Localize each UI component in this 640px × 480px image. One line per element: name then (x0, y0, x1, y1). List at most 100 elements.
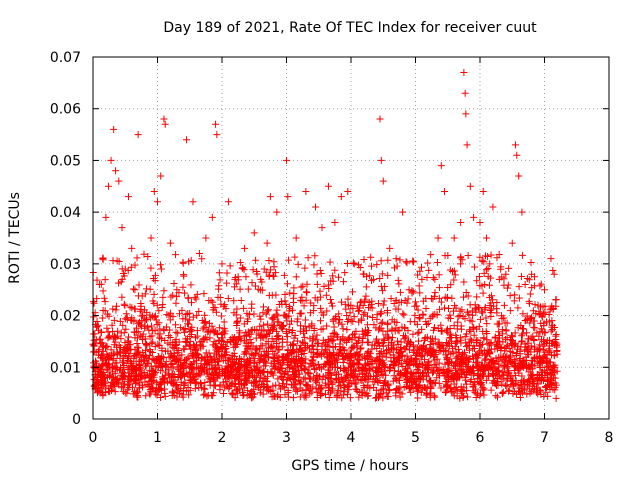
data-point (402, 258, 410, 266)
data-point (457, 260, 465, 268)
data-point (153, 391, 161, 399)
data-point (90, 313, 98, 321)
data-point (324, 182, 332, 190)
data-point (531, 301, 539, 309)
data-point (375, 338, 383, 346)
data-point (327, 277, 335, 285)
data-point (355, 350, 363, 358)
data-point (101, 379, 109, 387)
data-point (398, 352, 406, 360)
data-point (435, 379, 443, 387)
data-point (336, 340, 344, 348)
data-point (335, 349, 343, 357)
data-point (366, 272, 374, 280)
data-point (269, 323, 277, 331)
data-point (431, 289, 439, 297)
data-point (544, 378, 552, 386)
data-point (540, 367, 548, 375)
data-point (249, 351, 257, 359)
data-point (453, 360, 461, 368)
data-point (276, 385, 284, 393)
data-point (274, 312, 282, 320)
data-point (120, 372, 128, 380)
data-point (414, 394, 422, 402)
y-tick-label: 0.05 (50, 153, 81, 169)
data-point (231, 275, 239, 283)
data-point (161, 371, 169, 379)
data-point (399, 208, 407, 216)
data-point (217, 312, 225, 320)
data-point (490, 377, 498, 385)
data-point (132, 389, 140, 397)
data-point (507, 331, 515, 339)
data-point (474, 337, 482, 345)
data-point (535, 345, 543, 353)
data-point (317, 304, 325, 312)
data-point (374, 299, 382, 307)
data-point (345, 335, 353, 343)
data-point (99, 287, 107, 295)
data-point (437, 347, 445, 355)
data-point (202, 349, 210, 357)
data-point (450, 380, 458, 388)
data-point (260, 321, 268, 329)
data-point (498, 380, 506, 388)
data-point (289, 327, 297, 335)
data-point (174, 329, 182, 337)
data-point (135, 366, 143, 374)
data-point (313, 339, 321, 347)
data-point (149, 338, 157, 346)
data-point (536, 363, 544, 371)
data-point (520, 325, 528, 333)
data-point (297, 356, 305, 364)
data-point (349, 259, 357, 267)
data-point (230, 309, 238, 317)
data-point (151, 313, 159, 321)
data-point (273, 306, 281, 314)
data-point (163, 311, 171, 319)
data-point (188, 373, 196, 381)
data-point (403, 378, 411, 386)
data-point (495, 331, 503, 339)
data-point (469, 323, 477, 331)
data-point (158, 347, 166, 355)
data-point (424, 319, 432, 327)
data-point (160, 115, 168, 123)
data-point (183, 339, 191, 347)
data-point (249, 393, 257, 401)
data-point (457, 218, 465, 226)
data-point (229, 335, 237, 343)
data-point (119, 359, 127, 367)
data-point (339, 325, 347, 333)
data-point (224, 295, 232, 303)
data-point (184, 353, 192, 361)
data-point (484, 272, 492, 280)
data-point (341, 375, 349, 383)
data-point (322, 340, 330, 348)
data-point (93, 276, 101, 284)
data-point (353, 386, 361, 394)
data-point (242, 376, 250, 384)
data-point (185, 391, 193, 399)
data-point (171, 354, 179, 362)
data-point (109, 355, 117, 363)
data-point (337, 193, 345, 201)
data-point (548, 302, 556, 310)
data-point (274, 332, 282, 340)
data-point (186, 309, 194, 317)
data-point (322, 291, 330, 299)
data-point (544, 392, 552, 400)
data-point (498, 315, 506, 323)
data-point (253, 363, 261, 371)
data-point (545, 310, 553, 318)
data-point (482, 376, 490, 384)
data-point (297, 309, 305, 317)
data-point (396, 345, 404, 353)
data-point (415, 346, 423, 354)
data-point (333, 393, 341, 401)
data-point (479, 309, 487, 317)
data-point (413, 365, 421, 373)
data-point (338, 320, 346, 328)
data-point (127, 370, 135, 378)
data-point (251, 346, 259, 354)
